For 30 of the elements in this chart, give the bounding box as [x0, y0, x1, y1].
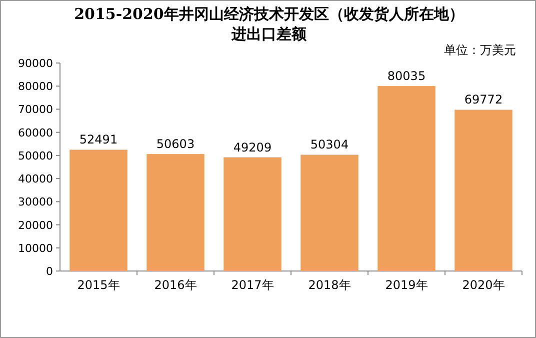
bar — [300, 154, 358, 271]
data-label: 52491 — [79, 132, 118, 147]
data-label: 50304 — [310, 138, 349, 152]
data-label: 80035 — [387, 69, 426, 84]
bar — [454, 110, 512, 271]
y-tick-label: 60000 — [18, 126, 53, 140]
bar — [224, 157, 282, 271]
y-tick-label: 90000 — [18, 57, 53, 70]
y-tick-label: 30000 — [18, 196, 53, 209]
data-label: 50603 — [156, 137, 195, 152]
x-tick-label: 2017年 — [231, 278, 274, 292]
bar — [378, 86, 436, 271]
data-label: 69772 — [464, 92, 503, 107]
text: 单位：万美元 — [444, 43, 516, 57]
bar — [146, 154, 204, 271]
x-tick-label: 2020年 — [462, 278, 505, 292]
y-tick-label: 70000 — [18, 103, 53, 116]
x-tick-label: 2018年 — [308, 278, 351, 292]
x-tick-label: 2016年 — [154, 278, 197, 292]
y-tick-label: 80000 — [18, 80, 53, 94]
chart-title: 2015-2020年井冈山经济技术开发区（收发货人所在地）进出口差额 — [73, 4, 465, 44]
bar — [70, 150, 128, 271]
y-tick-label: 40000 — [18, 172, 53, 186]
y-tick-label: 50000 — [18, 149, 53, 162]
x-tick-label: 2015年 — [77, 278, 120, 292]
y-tick-label: 20000 — [18, 218, 53, 232]
y-tick-label: 0 — [46, 265, 53, 278]
y-tick-label: 10000 — [18, 242, 53, 255]
x-tick-label: 2019年 — [385, 278, 428, 292]
data-label: 49209 — [233, 140, 272, 154]
